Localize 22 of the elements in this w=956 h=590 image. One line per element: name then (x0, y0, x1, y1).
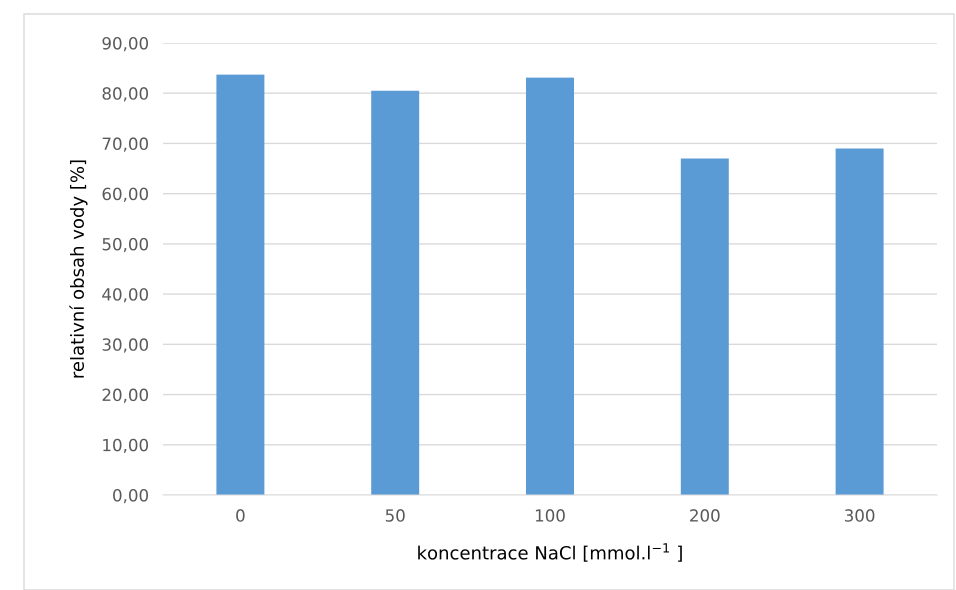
x-tick-label: 100 (536, 509, 565, 522)
y-tick-label: 70,00 (102, 137, 148, 152)
y-tick-label: 60,00 (102, 188, 148, 202)
x-tick-label: 0 (236, 509, 245, 522)
y-tick-label: 40,00 (102, 288, 148, 302)
x-axis-title: koncentrace NaCl [mmol.l$^{−1}$ ] (418, 543, 682, 562)
y-tick-label: 50,00 (102, 238, 148, 252)
x-tick-label: 200 (690, 509, 720, 522)
y-tick-label: 30,00 (102, 338, 148, 353)
y-tick-label: 0,00 (113, 488, 148, 504)
x-tick-label: 300 (844, 509, 874, 522)
y-tick-label: 80,00 (102, 87, 148, 102)
bar (216, 74, 264, 495)
bar (526, 78, 574, 495)
y-tick-label: 90,00 (102, 36, 148, 52)
x-tick-label: 50 (386, 509, 405, 522)
bar (371, 90, 420, 495)
y-tick-label: 20,00 (102, 388, 148, 403)
bar (836, 148, 884, 495)
y-tick-label: 10,00 (103, 438, 148, 454)
y-axis-title: relativní obsah vody [%] (69, 160, 88, 378)
bar (680, 158, 729, 495)
